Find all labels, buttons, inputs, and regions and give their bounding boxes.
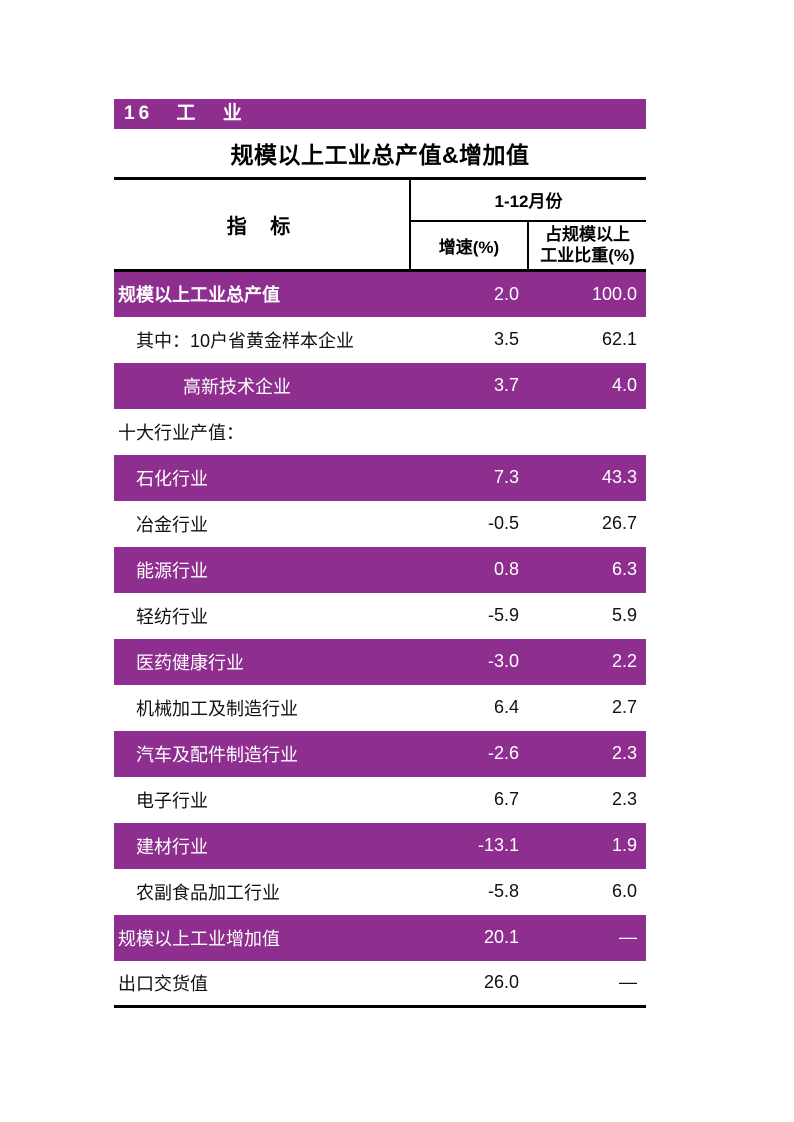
row-growth-value — [410, 409, 528, 455]
column-header-growth: 增速(%) — [410, 220, 529, 272]
row-label: 石化行业 — [136, 468, 208, 489]
row-label: 汽车及配件制造行业 — [136, 744, 298, 765]
row-growth-value: -0.5 — [487, 513, 519, 533]
row-growth-value: 26.0 — [410, 960, 528, 1008]
table-row: 规模以上工业总产值 2.0 100.0 — [114, 270, 646, 317]
row-label: 规模以上工业总产值 — [118, 285, 280, 306]
row-share-value — [528, 409, 646, 455]
column-header-period: 1-12月份 — [410, 177, 646, 222]
table-title: 规模以上工业总产值&增加值 — [230, 142, 530, 168]
row-growth-value: 20.1 — [483, 927, 519, 947]
row-growth-value: -13.1 — [477, 835, 519, 855]
row-growth-value: -2.6 — [487, 743, 519, 763]
table-row: 能源行业 0.8 6.3 — [114, 546, 646, 593]
row-label: 轻纺行业 — [136, 606, 208, 627]
row-growth-value: 7.3 — [493, 467, 519, 487]
row-growth-value: 6.4 — [493, 697, 519, 717]
row-label: 十大行业产值： — [118, 422, 244, 443]
row-growth-value: -5.8 — [487, 881, 519, 901]
table-row: 农副食品加工行业 -5.8 6.0 — [114, 869, 646, 915]
column-header-share: 占规模以上工业比重(%) — [528, 220, 646, 272]
row-share-value: 100.0 — [591, 283, 637, 304]
section-header-label: 16 工 业 — [124, 103, 246, 124]
row-share-value: 6.3 — [611, 559, 637, 579]
row-share-value: 26.7 — [601, 513, 637, 533]
table-row: 规模以上工业增加值 20.1 — — [114, 914, 646, 961]
table-row: 石化行业 7.3 43.3 — [114, 454, 646, 501]
column-header-share-line1: 占规模以上 — [545, 225, 630, 244]
row-share-value: 43.3 — [601, 467, 637, 487]
row-label: 规模以上工业增加值 — [118, 928, 280, 949]
table-row: 电子行业 6.7 2.3 — [114, 777, 646, 823]
row-share-value: 5.9 — [611, 605, 637, 625]
row-share-value: 1.9 — [611, 835, 637, 855]
row-label: 医药健康行业 — [136, 652, 244, 673]
table-row: 建材行业 -13.1 1.9 — [114, 822, 646, 869]
row-label: 电子行业 — [136, 790, 208, 811]
table-row: 高新技术企业 3.7 4.0 — [114, 362, 646, 409]
row-growth-value: -3.0 — [487, 651, 519, 671]
row-label: 出口交货值 — [114, 960, 410, 1008]
header-row-period: 指 标 1-12月份 — [114, 177, 646, 272]
table-body: 规模以上工业总产值 2.0 100.0 其中：10户省黄金样本企业 3.5 62.1 高新技… — [114, 270, 646, 1008]
row-label: 机械加工及制造行业 — [136, 698, 298, 719]
row-share-value: 6.0 — [611, 881, 637, 901]
row-growth-value: -5.9 — [487, 605, 519, 625]
row-share-value: 4.0 — [611, 375, 637, 395]
table-row: 其中：10户省黄金样本企业 3.5 62.1 — [114, 317, 646, 363]
table-header: 指 标 1-12月份 增速(%) 占规模以上工业比重(%) — [114, 177, 646, 272]
row-growth-value: 0.8 — [493, 559, 519, 579]
row-share-value: — — [528, 960, 646, 1008]
row-label: 能源行业 — [136, 560, 208, 581]
industry-stats-table: 指 标 1-12月份 增速(%) 占规模以上工业比重(%) 规模以上工业总产值 2… — [114, 177, 646, 1008]
row-share-value: 2.7 — [611, 697, 637, 717]
table-row: 出口交货值 26.0— — [114, 960, 646, 1008]
row-label: 建材行业 — [136, 836, 208, 857]
row-growth-value: 3.5 — [493, 329, 519, 349]
table-row: 冶金行业 -0.5 26.7 — [114, 501, 646, 547]
row-growth-value: 3.7 — [493, 375, 519, 395]
row-label: 其中：10户省黄金样本企业 — [136, 330, 355, 351]
row-label: 冶金行业 — [136, 514, 208, 535]
row-label: 高新技术企业 — [183, 376, 291, 397]
header-row-subcolumns: 增速(%) 占规模以上工业比重(%) — [114, 220, 646, 272]
row-growth-value: 2.0 — [493, 283, 519, 304]
table-row: 医药健康行业 -3.0 2.2 — [114, 638, 646, 685]
column-header-share-line2: 工业比重(%) — [540, 246, 635, 266]
row-share-value: 2.2 — [611, 651, 637, 671]
table-row: 十大行业产值： — [114, 409, 646, 455]
column-header-indicator: 指 标 — [114, 177, 411, 272]
row-label: 农副食品加工行业 — [136, 882, 280, 903]
row-share-value: — — [619, 927, 637, 947]
row-share-value: 62.1 — [601, 329, 637, 349]
table-row: 轻纺行业 -5.9 5.9 — [114, 593, 646, 639]
table-row: 汽车及配件制造行业 -2.6 2.3 — [114, 730, 646, 777]
row-share-value: 2.3 — [611, 743, 637, 763]
row-growth-value: 6.7 — [493, 789, 519, 809]
section-header-band: 16 工 业 — [114, 99, 646, 129]
table-row: 机械加工及制造行业 6.4 2.7 — [114, 685, 646, 731]
row-share-value: 2.3 — [611, 789, 637, 809]
